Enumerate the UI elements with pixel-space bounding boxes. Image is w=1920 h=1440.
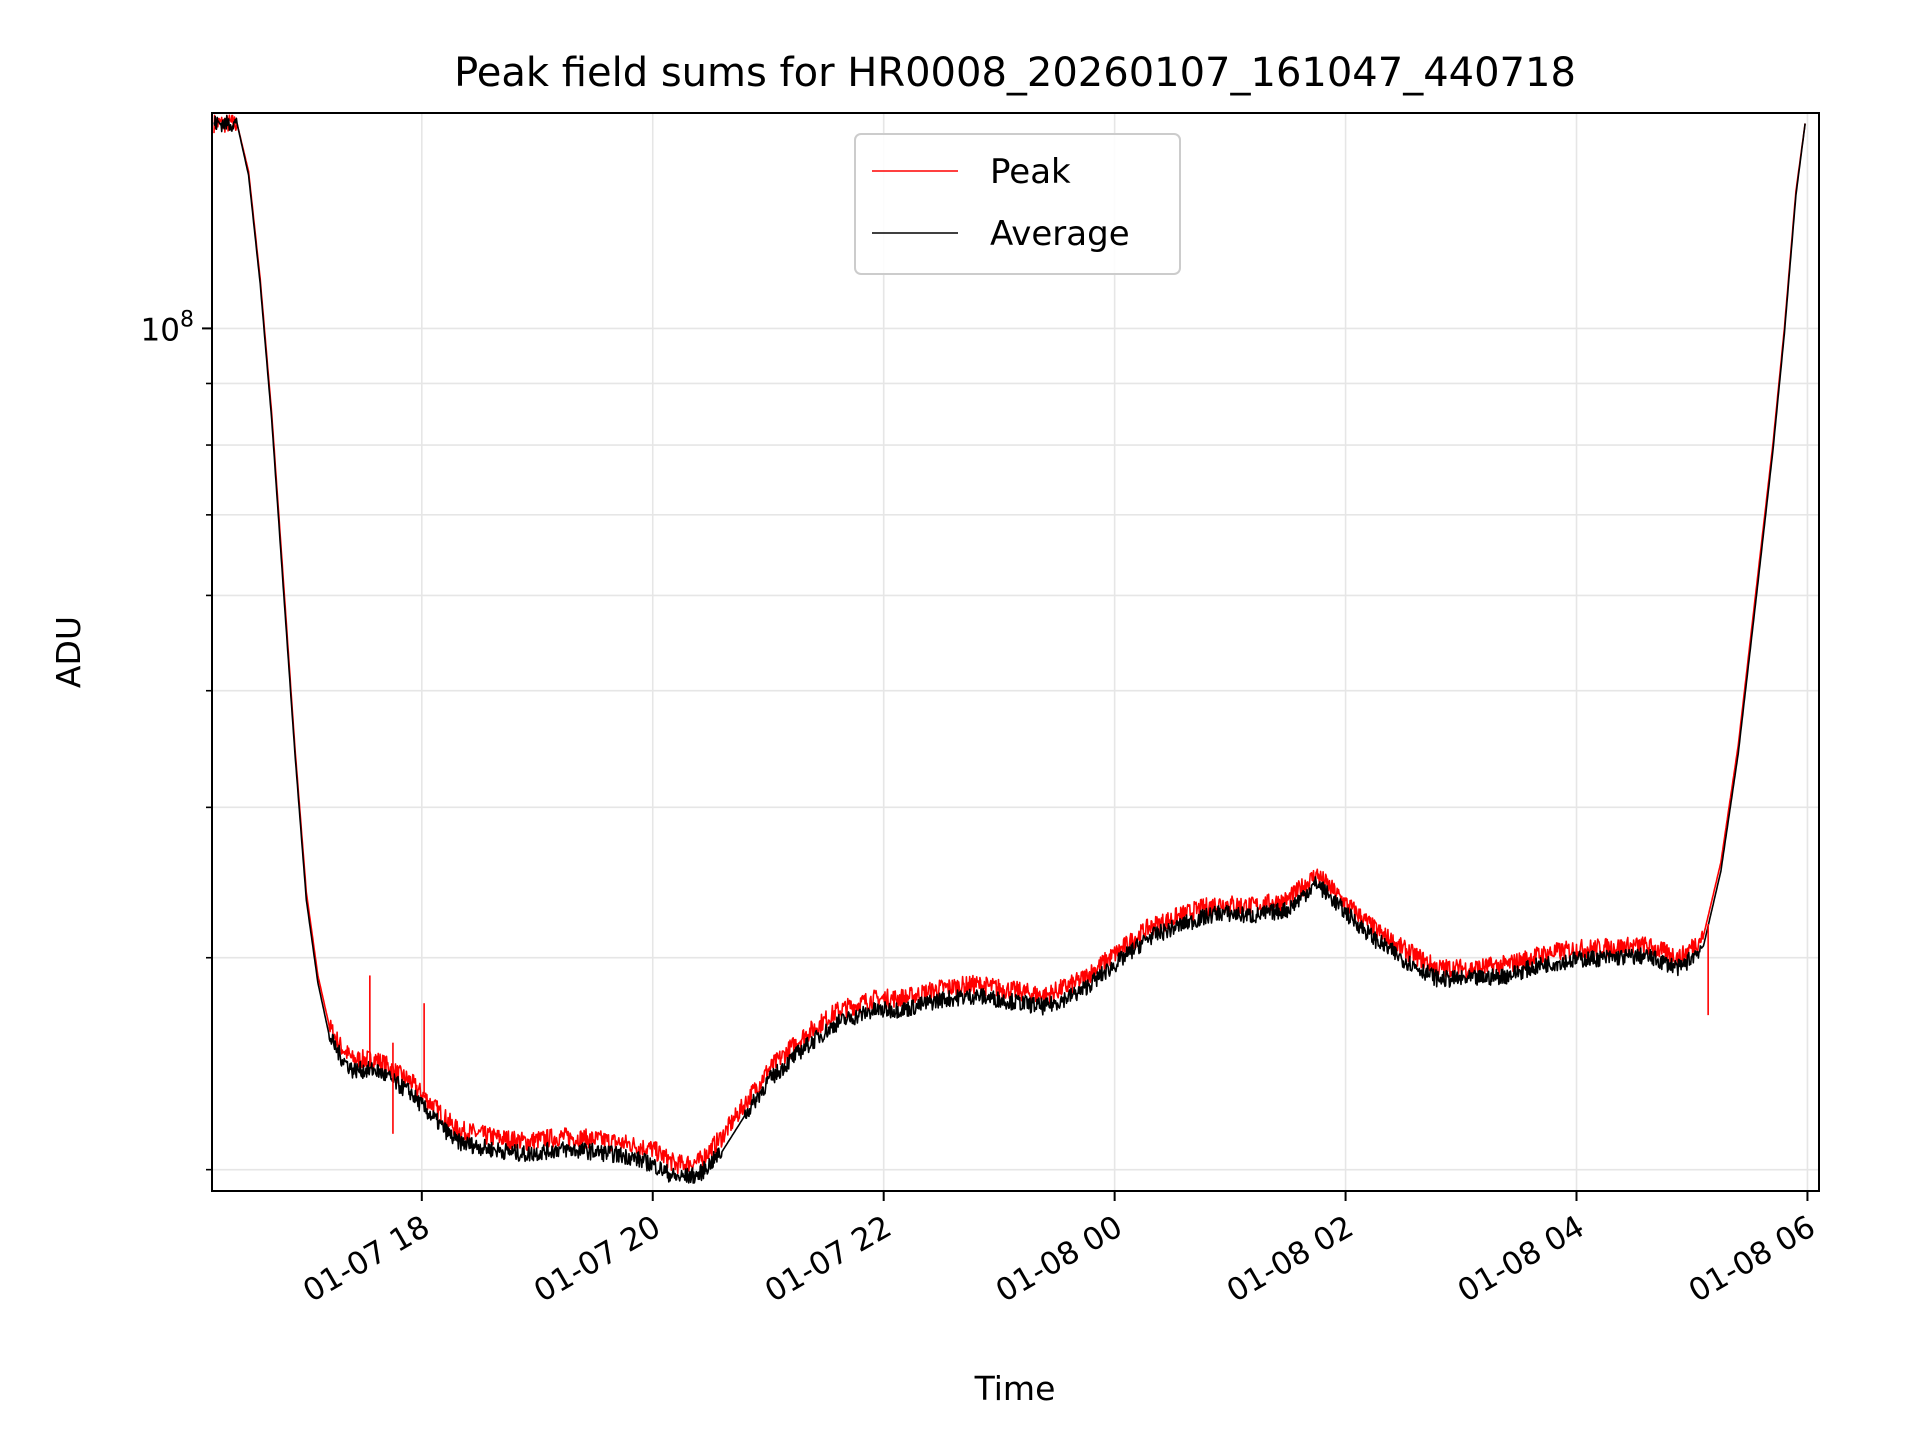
series-average-line bbox=[213, 114, 1806, 1184]
y-tick-label-base: 10 bbox=[141, 312, 180, 348]
y-axis-label: ADU bbox=[49, 616, 88, 688]
y-axis: 108 bbox=[141, 307, 212, 1171]
series-layer bbox=[213, 114, 1806, 1184]
chart-title: Peak field sums for HR0008_20260107_1610… bbox=[454, 50, 1576, 96]
y-tick-label: 108 bbox=[141, 307, 194, 348]
legend-average-label: Average bbox=[990, 214, 1130, 254]
legend-peak-label: Peak bbox=[990, 152, 1071, 192]
plot-frame bbox=[211, 112, 1820, 1192]
grid-lines bbox=[212, 113, 1819, 1191]
legend: Peak Average bbox=[854, 133, 1181, 275]
legend-box bbox=[854, 133, 1181, 275]
y-tick-label-exponent: 8 bbox=[180, 307, 194, 332]
x-axis-label: Time bbox=[974, 1369, 1056, 1408]
